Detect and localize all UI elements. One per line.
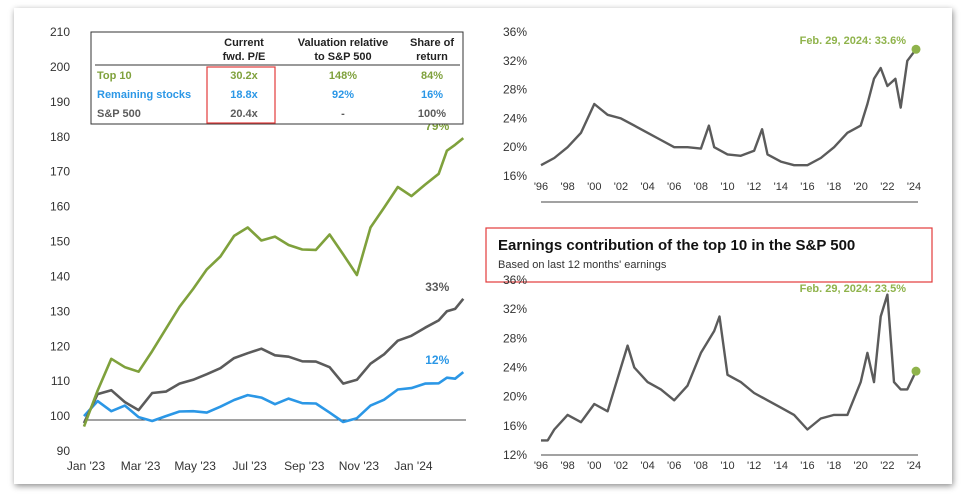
left-y-tick-190: 190 — [50, 95, 70, 109]
pe-highlight-box — [206, 66, 276, 124]
rb-x-tick-20: '20 — [854, 460, 868, 472]
rb-x-tick-16: '16 — [800, 460, 814, 472]
left-y-tick-160: 160 — [50, 200, 70, 214]
left-y-tick-120: 120 — [50, 339, 70, 353]
left-y-tick-110: 110 — [51, 374, 70, 388]
rb-y-tick-20: 20% — [503, 390, 527, 404]
rt-annotation: Feb. 29, 2024: 33.6% — [800, 35, 907, 47]
rb-x-tick-06: '06 — [667, 460, 681, 472]
rt-y-tick-16: 16% — [503, 169, 527, 183]
rt-y-tick-36: 36% — [503, 25, 527, 39]
rt-y-tick-24: 24% — [503, 111, 527, 125]
end-label-s-p-500: 33% — [425, 280, 449, 294]
rt-x-tick-22: '22 — [880, 181, 894, 193]
left-x-tick-jul-23: Jul '23 — [233, 459, 268, 473]
series-line-remaining-stocks — [83, 371, 465, 424]
left-y-tick-130: 130 — [50, 304, 70, 318]
left-y-tick-210: 210 — [50, 25, 70, 39]
rb-x-tick-24: '24 — [907, 460, 921, 472]
rt-x-tick-00: '00 — [587, 181, 601, 193]
rt-x-tick-06: '06 — [667, 181, 681, 193]
table-row-pe-top-10: 30.2x — [230, 70, 258, 82]
rb-x-tick-08: '08 — [694, 460, 708, 472]
left-x-tick-jan-23: Jan '23 — [67, 459, 106, 473]
rt-x-tick-96: '96 — [534, 181, 548, 193]
rb-y-tick-24: 24% — [503, 361, 527, 375]
table-row-pe-s-p-500: 20.4x — [230, 108, 258, 120]
series-line-s-p-500 — [82, 297, 465, 424]
rb-annotation: Feb. 29, 2024: 23.5% — [800, 283, 907, 295]
left-x-tick-sep-23: Sep '23 — [284, 459, 325, 473]
rb-y-tick-36: 36% — [503, 273, 527, 287]
rt-end-marker — [911, 44, 921, 54]
rb-y-tick-12: 12% — [503, 448, 527, 462]
rt-x-tick-16: '16 — [800, 181, 814, 193]
title-box — [485, 227, 933, 283]
left-y-tick-170: 170 — [50, 165, 70, 179]
rb-y-tick-32: 32% — [503, 302, 527, 316]
rt-x-tick-12: '12 — [747, 181, 761, 193]
table-header-rel-2: to S&P 500 — [314, 51, 371, 63]
table-header-share-2: return — [416, 51, 448, 63]
left-x-tick-nov-23: Nov '23 — [339, 459, 380, 473]
table-row-name-top-10: Top 10 — [97, 70, 132, 82]
table-border — [90, 31, 464, 125]
panel-subtitle: Based on last 12 months' earnings — [498, 259, 667, 271]
rt-y-tick-20: 20% — [503, 140, 527, 154]
table-row-name-s-p-500: S&P 500 — [97, 108, 141, 120]
left-x-tick-may-23: May '23 — [174, 459, 216, 473]
table-header-rel-1: Valuation relative — [298, 37, 388, 49]
rb-x-tick-98: '98 — [560, 460, 574, 472]
table-row-rel-s-p-500: - — [341, 108, 345, 120]
left-y-tick-180: 180 — [50, 130, 70, 144]
series-line-top-10 — [82, 137, 465, 428]
left-y-tick-100: 100 — [50, 409, 70, 423]
rt-x-tick-98: '98 — [560, 181, 574, 193]
table-row-rel-remaining-stocks: 92% — [332, 89, 354, 101]
rt-x-tick-14: '14 — [774, 181, 788, 193]
rt-x-tick-04: '04 — [640, 181, 654, 193]
rb-x-tick-96: '96 — [534, 460, 548, 472]
rt-y-tick-28: 28% — [503, 83, 527, 97]
table-row-share-top-10: 84% — [421, 70, 443, 82]
valuation-table: Current fwd. P/E Valuation relative to S… — [90, 31, 464, 125]
table-row-pe-remaining-stocks: 18.8x — [230, 89, 258, 101]
rt-x-tick-02: '02 — [614, 181, 628, 193]
rt-x-tick-18: '18 — [827, 181, 841, 193]
rb-x-tick-00: '00 — [587, 460, 601, 472]
rb-x-tick-22: '22 — [880, 460, 894, 472]
table-header-pe-2: fwd. P/E — [223, 51, 266, 63]
rt-x-tick-08: '08 — [694, 181, 708, 193]
rb-y-tick-16: 16% — [503, 419, 527, 433]
end-label-remaining-stocks: 12% — [425, 353, 449, 367]
table-header-pe-1: Current — [224, 37, 264, 49]
rb-x-tick-10: '10 — [720, 460, 734, 472]
rb-x-tick-04: '04 — [640, 460, 654, 472]
table-header-share-1: Share of — [410, 37, 454, 49]
rb-end-marker — [911, 366, 921, 376]
rt-x-tick-20: '20 — [854, 181, 868, 193]
table-row-rel-top-10: 148% — [329, 70, 357, 82]
left-y-tick-150: 150 — [50, 235, 70, 249]
table-row-name-remaining-stocks: Remaining stocks — [97, 89, 191, 101]
table-row-share-remaining-stocks: 16% — [421, 89, 443, 101]
rt-y-tick-32: 32% — [503, 54, 527, 68]
left-y-tick-140: 140 — [50, 269, 70, 283]
rb-x-tick-14: '14 — [774, 460, 788, 472]
left-x-tick-mar-23: Mar '23 — [121, 459, 161, 473]
panel-title: Earnings contribution of the top 10 in t… — [498, 237, 855, 254]
rb-y-tick-28: 28% — [503, 331, 527, 345]
rb-x-tick-12: '12 — [747, 460, 761, 472]
left-y-tick-90: 90 — [57, 444, 71, 458]
left-y-tick-200: 200 — [50, 60, 70, 74]
rb-series-line — [541, 293, 918, 442]
table-row-share-s-p-500: 100% — [418, 108, 446, 120]
rt-series-line — [540, 48, 917, 167]
left-x-tick-jan-24: Jan '24 — [394, 459, 433, 473]
rb-x-tick-02: '02 — [614, 460, 628, 472]
rt-x-tick-10: '10 — [720, 181, 734, 193]
rb-x-tick-18: '18 — [827, 460, 841, 472]
rt-x-tick-24: '24 — [907, 181, 921, 193]
